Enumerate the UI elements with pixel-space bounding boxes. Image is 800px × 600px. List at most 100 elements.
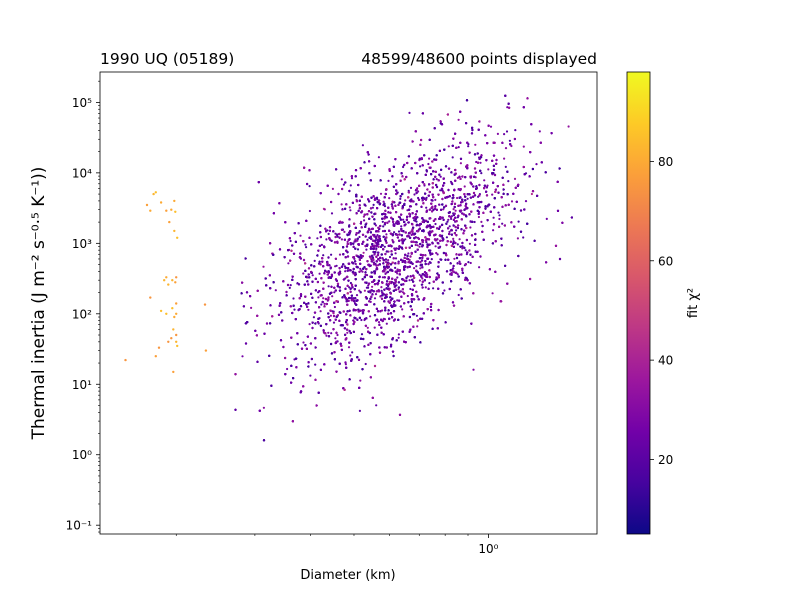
scatter-point: [419, 165, 422, 168]
scatter-point: [289, 284, 292, 287]
scatter-point: [446, 220, 449, 223]
scatter-point: [353, 257, 356, 260]
scatter-point: [439, 189, 442, 192]
scatter-point: [352, 297, 355, 300]
scatter-point: [381, 220, 384, 223]
scatter-point: [384, 268, 387, 271]
scatter-point: [375, 404, 378, 407]
scatter-point: [366, 326, 369, 329]
scatter-point: [413, 193, 416, 196]
scatter-point: [344, 363, 347, 366]
scatter-point: [409, 186, 413, 189]
scatter-point: [514, 129, 517, 132]
scatter-point: [358, 235, 361, 239]
scatter-point: [262, 265, 265, 268]
scatter-point: [498, 214, 501, 217]
scatter-point: [397, 336, 400, 339]
scatter-point: [374, 293, 378, 296]
scatter-point: [317, 296, 320, 299]
scatter-point: [262, 406, 265, 409]
scatter-point: [354, 238, 357, 241]
scatter-point: [308, 185, 311, 188]
scatter-point: [381, 309, 384, 312]
scatter-point: [302, 341, 305, 344]
scatter-point: [478, 266, 481, 269]
scatter-point: [361, 270, 364, 273]
scatter-point: [425, 196, 428, 199]
scatter-point: [454, 209, 457, 212]
scatter-point: [428, 157, 431, 160]
scatter-point: [323, 208, 326, 211]
scatter-point: [333, 305, 336, 309]
scatter-point: [417, 190, 420, 193]
scatter-point: [445, 236, 448, 239]
scatter-point: [418, 273, 421, 276]
scatter-point: [340, 203, 343, 206]
scatter-point: [428, 282, 431, 285]
scatter-point: [492, 229, 495, 232]
scatter-point: [489, 125, 493, 128]
scatter-point: [516, 237, 520, 240]
scatter-point: [480, 172, 483, 175]
scatter-point: [457, 293, 460, 297]
scatter-point: [359, 379, 362, 382]
scatter-point: [545, 217, 548, 220]
scatter-point: [406, 294, 409, 298]
scatter-point: [432, 287, 435, 290]
scatter-point: [496, 132, 499, 135]
scatter-point: [403, 163, 406, 166]
scatter-point: [413, 267, 416, 270]
scatter-point: [458, 260, 461, 263]
scatter-point: [408, 279, 411, 282]
scatter-point: [355, 294, 359, 297]
scatter-point: [473, 220, 476, 224]
scatter-point: [316, 237, 319, 240]
scatter-point: [378, 259, 381, 262]
scatter-point: [427, 162, 430, 166]
scatter-point: [503, 133, 506, 136]
scatter-point: [331, 295, 334, 298]
scatter-point: [287, 262, 290, 265]
scatter-point: [292, 297, 295, 300]
scatter-point: [314, 363, 317, 366]
scatter-point: [469, 226, 472, 229]
scatter-point: [388, 197, 391, 200]
scatter-point: [308, 209, 311, 213]
scatter-point: [522, 236, 525, 239]
scatter-point: [365, 286, 368, 289]
plot-area: [100, 72, 597, 534]
scatter-point: [327, 331, 330, 334]
scatter-point: [360, 318, 363, 322]
scatter-point: [457, 118, 460, 121]
scatter-point: [464, 249, 467, 252]
scatter-point: [394, 266, 397, 269]
scatter-point: [435, 251, 438, 255]
scatter-point: [447, 218, 450, 221]
scatter-point: [336, 333, 339, 337]
scatter-point: [385, 233, 388, 236]
scatter-point: [274, 289, 277, 292]
scatter-point: [380, 289, 383, 292]
scatter-point: [449, 180, 453, 183]
scatter-point: [322, 297, 325, 300]
scatter-point: [309, 374, 312, 377]
scatter-point: [397, 333, 400, 336]
scatter-point: [373, 326, 376, 329]
scatter-point: [399, 197, 402, 200]
scatter-point: [416, 295, 419, 298]
scatter-point: [480, 220, 483, 223]
scatter-point: [535, 163, 538, 166]
scatter-point: [414, 243, 417, 247]
scatter-point: [396, 299, 399, 302]
scatter-point: [434, 198, 437, 201]
scatter-point: [421, 277, 424, 280]
scatter-point: [330, 212, 334, 215]
scatter-point: [397, 230, 401, 233]
scatter-point: [371, 206, 374, 209]
scatter-point: [289, 239, 292, 243]
scatter-point: [351, 351, 354, 354]
scatter-point: [323, 302, 326, 305]
scatter-point: [506, 106, 509, 109]
scatter-point: [498, 217, 501, 221]
scatter-point: [429, 253, 432, 256]
